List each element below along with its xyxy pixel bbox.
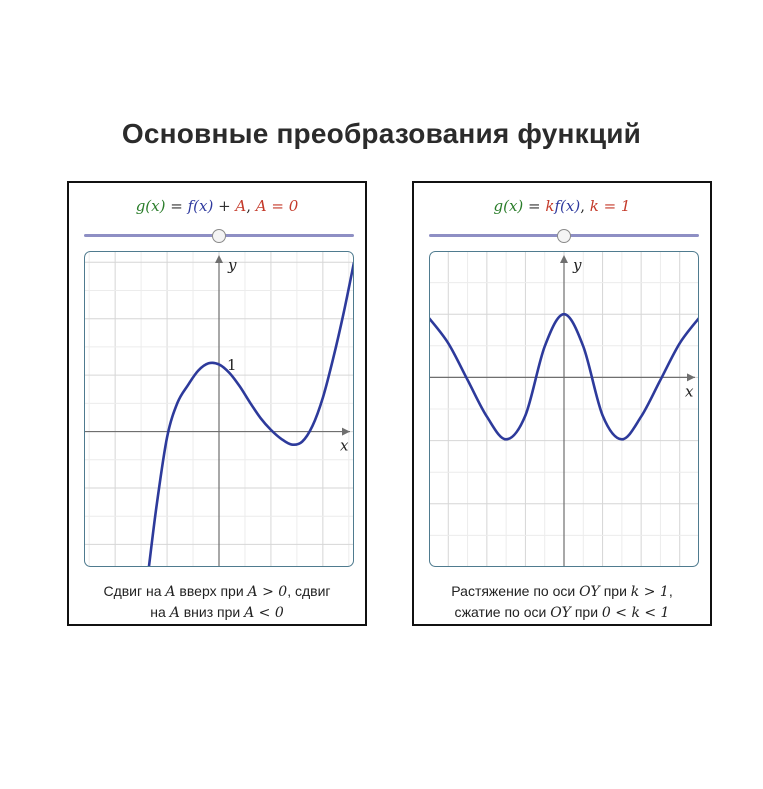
- caption-stretch: Растяжение по оси OY при k > 1, сжатие п…: [451, 583, 673, 621]
- x-axis-label: x: [685, 382, 694, 400]
- y-axis-arrow: [215, 255, 223, 263]
- formula-lhs: g(x): [135, 197, 166, 215]
- y-axis-arrow: [560, 255, 568, 263]
- function-curve: [147, 262, 354, 567]
- y-axis-label: y: [227, 256, 237, 274]
- formula-param: A: [235, 197, 247, 215]
- caption-shift: Сдвиг на A вверх при A > 0, сдвиг на A в…: [103, 583, 331, 621]
- param-value: k = 1: [589, 197, 631, 215]
- formula-lhs: g(x): [493, 197, 524, 215]
- function-curve: [429, 312, 699, 441]
- x-axis-arrow: [342, 427, 350, 436]
- formula-shift: g(x) = f(x) + A, A = 0: [135, 197, 299, 215]
- formula-fx: f(x): [187, 197, 214, 215]
- formula-stretch: g(x) = kf(x), k = 1: [493, 197, 631, 215]
- slider-knob[interactable]: [212, 229, 226, 243]
- y-tick-label: 1: [227, 356, 237, 374]
- x-axis-arrow: [687, 373, 695, 382]
- y-axis-label: y: [572, 256, 582, 274]
- graph-frame: [84, 251, 354, 567]
- formula-coef: k: [545, 197, 555, 215]
- graph-area: x y 1: [84, 251, 354, 567]
- slider-k[interactable]: [429, 229, 699, 243]
- graph-shift: x y 1: [84, 251, 354, 567]
- slider-knob[interactable]: [557, 229, 571, 243]
- formula-fx: f(x): [554, 197, 581, 215]
- slider-a[interactable]: [84, 229, 354, 243]
- graph-area: xy: [429, 251, 699, 567]
- page-title: Основные преобразования функций: [121, 118, 642, 149]
- graph-stretch: xy: [429, 251, 699, 567]
- param-value: A = 0: [255, 197, 299, 215]
- applet-vertical-shift: g(x) = f(x) + A, A = 0 x y 1 Сдвиг на A вв…: [67, 181, 367, 626]
- graph-frame: [429, 251, 699, 567]
- x-axis-label: x: [340, 437, 349, 455]
